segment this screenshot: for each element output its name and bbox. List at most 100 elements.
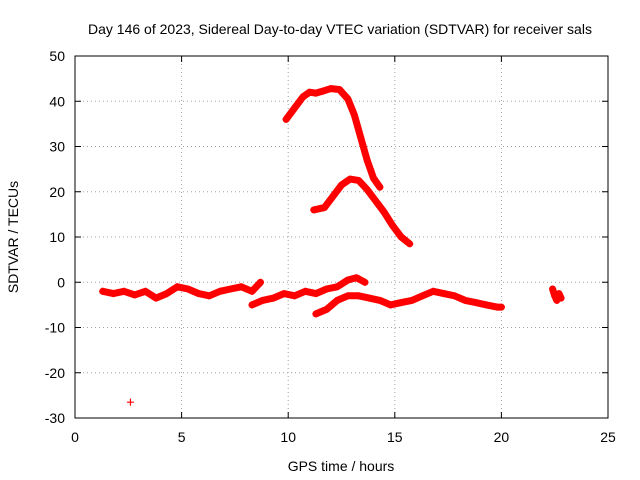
x-tick-label: 0 — [71, 429, 79, 445]
data-point — [323, 285, 331, 293]
data-point — [237, 283, 245, 291]
data-point — [361, 278, 369, 286]
data-point — [280, 290, 288, 298]
series-cluster-late — [549, 285, 565, 304]
data-point — [363, 185, 371, 193]
data-point — [333, 283, 341, 291]
data-point — [369, 174, 377, 182]
data-point — [338, 181, 345, 189]
data-point — [355, 176, 363, 184]
grid — [75, 56, 608, 418]
y-tick-label: 20 — [49, 184, 65, 200]
x-tick-label: 20 — [494, 429, 510, 445]
data-point — [397, 233, 405, 241]
data-point — [120, 287, 128, 295]
data-point — [376, 183, 384, 191]
y-tick-label: -30 — [45, 410, 65, 426]
axis-ticks — [74, 55, 609, 419]
data-point — [551, 292, 559, 300]
data-point — [408, 296, 416, 304]
data-point — [256, 278, 264, 286]
series-band-a — [99, 278, 264, 302]
data-point — [126, 398, 134, 406]
series-line — [99, 278, 264, 302]
data-point — [397, 299, 405, 307]
data-point — [299, 93, 307, 101]
series-outlier — [126, 398, 134, 406]
data-point — [152, 294, 160, 302]
data-point — [380, 208, 388, 216]
data-point — [259, 296, 267, 304]
series-band-b — [248, 274, 369, 309]
data-point — [429, 287, 437, 295]
data-series — [99, 85, 565, 406]
series-line — [310, 175, 414, 248]
y-tick-labels: -30 -20 -10 0 10 20 30 40 50 — [45, 48, 65, 426]
data-point — [327, 85, 335, 93]
data-point — [352, 274, 360, 282]
data-point — [346, 175, 354, 183]
data-point — [440, 290, 448, 298]
data-point — [344, 95, 352, 103]
data-point — [376, 296, 384, 304]
data-point — [173, 283, 181, 291]
data-point — [389, 222, 397, 230]
data-point — [109, 290, 117, 298]
data-point — [557, 294, 565, 302]
data-point — [310, 206, 318, 214]
y-tick-label: 50 — [49, 48, 65, 64]
data-point — [312, 310, 320, 318]
data-point — [318, 87, 326, 95]
y-tick-label: 30 — [49, 139, 65, 155]
data-point — [323, 305, 331, 313]
data-point — [301, 287, 309, 295]
data-point — [195, 290, 203, 298]
data-point — [329, 192, 337, 200]
series-band-c — [312, 287, 505, 318]
data-point — [205, 292, 213, 300]
data-point — [335, 85, 343, 93]
data-point — [248, 287, 256, 295]
data-point — [248, 301, 256, 309]
data-point — [497, 303, 505, 311]
plot-frame — [74, 55, 609, 419]
data-point — [344, 292, 352, 300]
data-point — [99, 287, 107, 295]
data-point — [163, 290, 171, 298]
data-point — [419, 292, 427, 300]
x-tick-labels: 0 5 10 15 20 25 — [71, 429, 616, 445]
series-arc-mid — [310, 175, 414, 248]
data-point — [406, 240, 414, 248]
data-point — [363, 156, 371, 164]
data-point — [350, 111, 358, 119]
data-point — [549, 285, 557, 293]
x-axis-label: GPS time / hours — [288, 458, 395, 474]
y-tick-label: 40 — [49, 93, 65, 109]
series-arc-high — [282, 85, 384, 191]
data-point — [355, 292, 363, 300]
x-tick-label: 15 — [387, 429, 403, 445]
data-point — [357, 133, 365, 141]
series-line — [282, 85, 384, 191]
chart-title: Day 146 of 2023, Sidereal Day-to-day VTE… — [88, 21, 592, 37]
data-point — [312, 89, 320, 97]
data-point — [450, 292, 458, 300]
data-point — [387, 301, 395, 309]
data-point — [461, 296, 469, 304]
data-point — [472, 299, 480, 307]
y-tick-label: 10 — [49, 229, 65, 245]
y-tick-label: -20 — [45, 365, 65, 381]
data-point — [555, 290, 563, 298]
data-point — [141, 287, 149, 295]
y-tick-label: -10 — [45, 320, 65, 336]
data-point — [365, 294, 373, 302]
data-point — [553, 296, 561, 304]
data-point — [131, 291, 139, 299]
data-point — [269, 294, 277, 302]
y-tick-label: 0 — [57, 274, 65, 290]
data-point — [482, 301, 490, 309]
x-tick-label: 5 — [178, 429, 186, 445]
data-point — [320, 204, 328, 212]
data-point — [282, 115, 290, 123]
